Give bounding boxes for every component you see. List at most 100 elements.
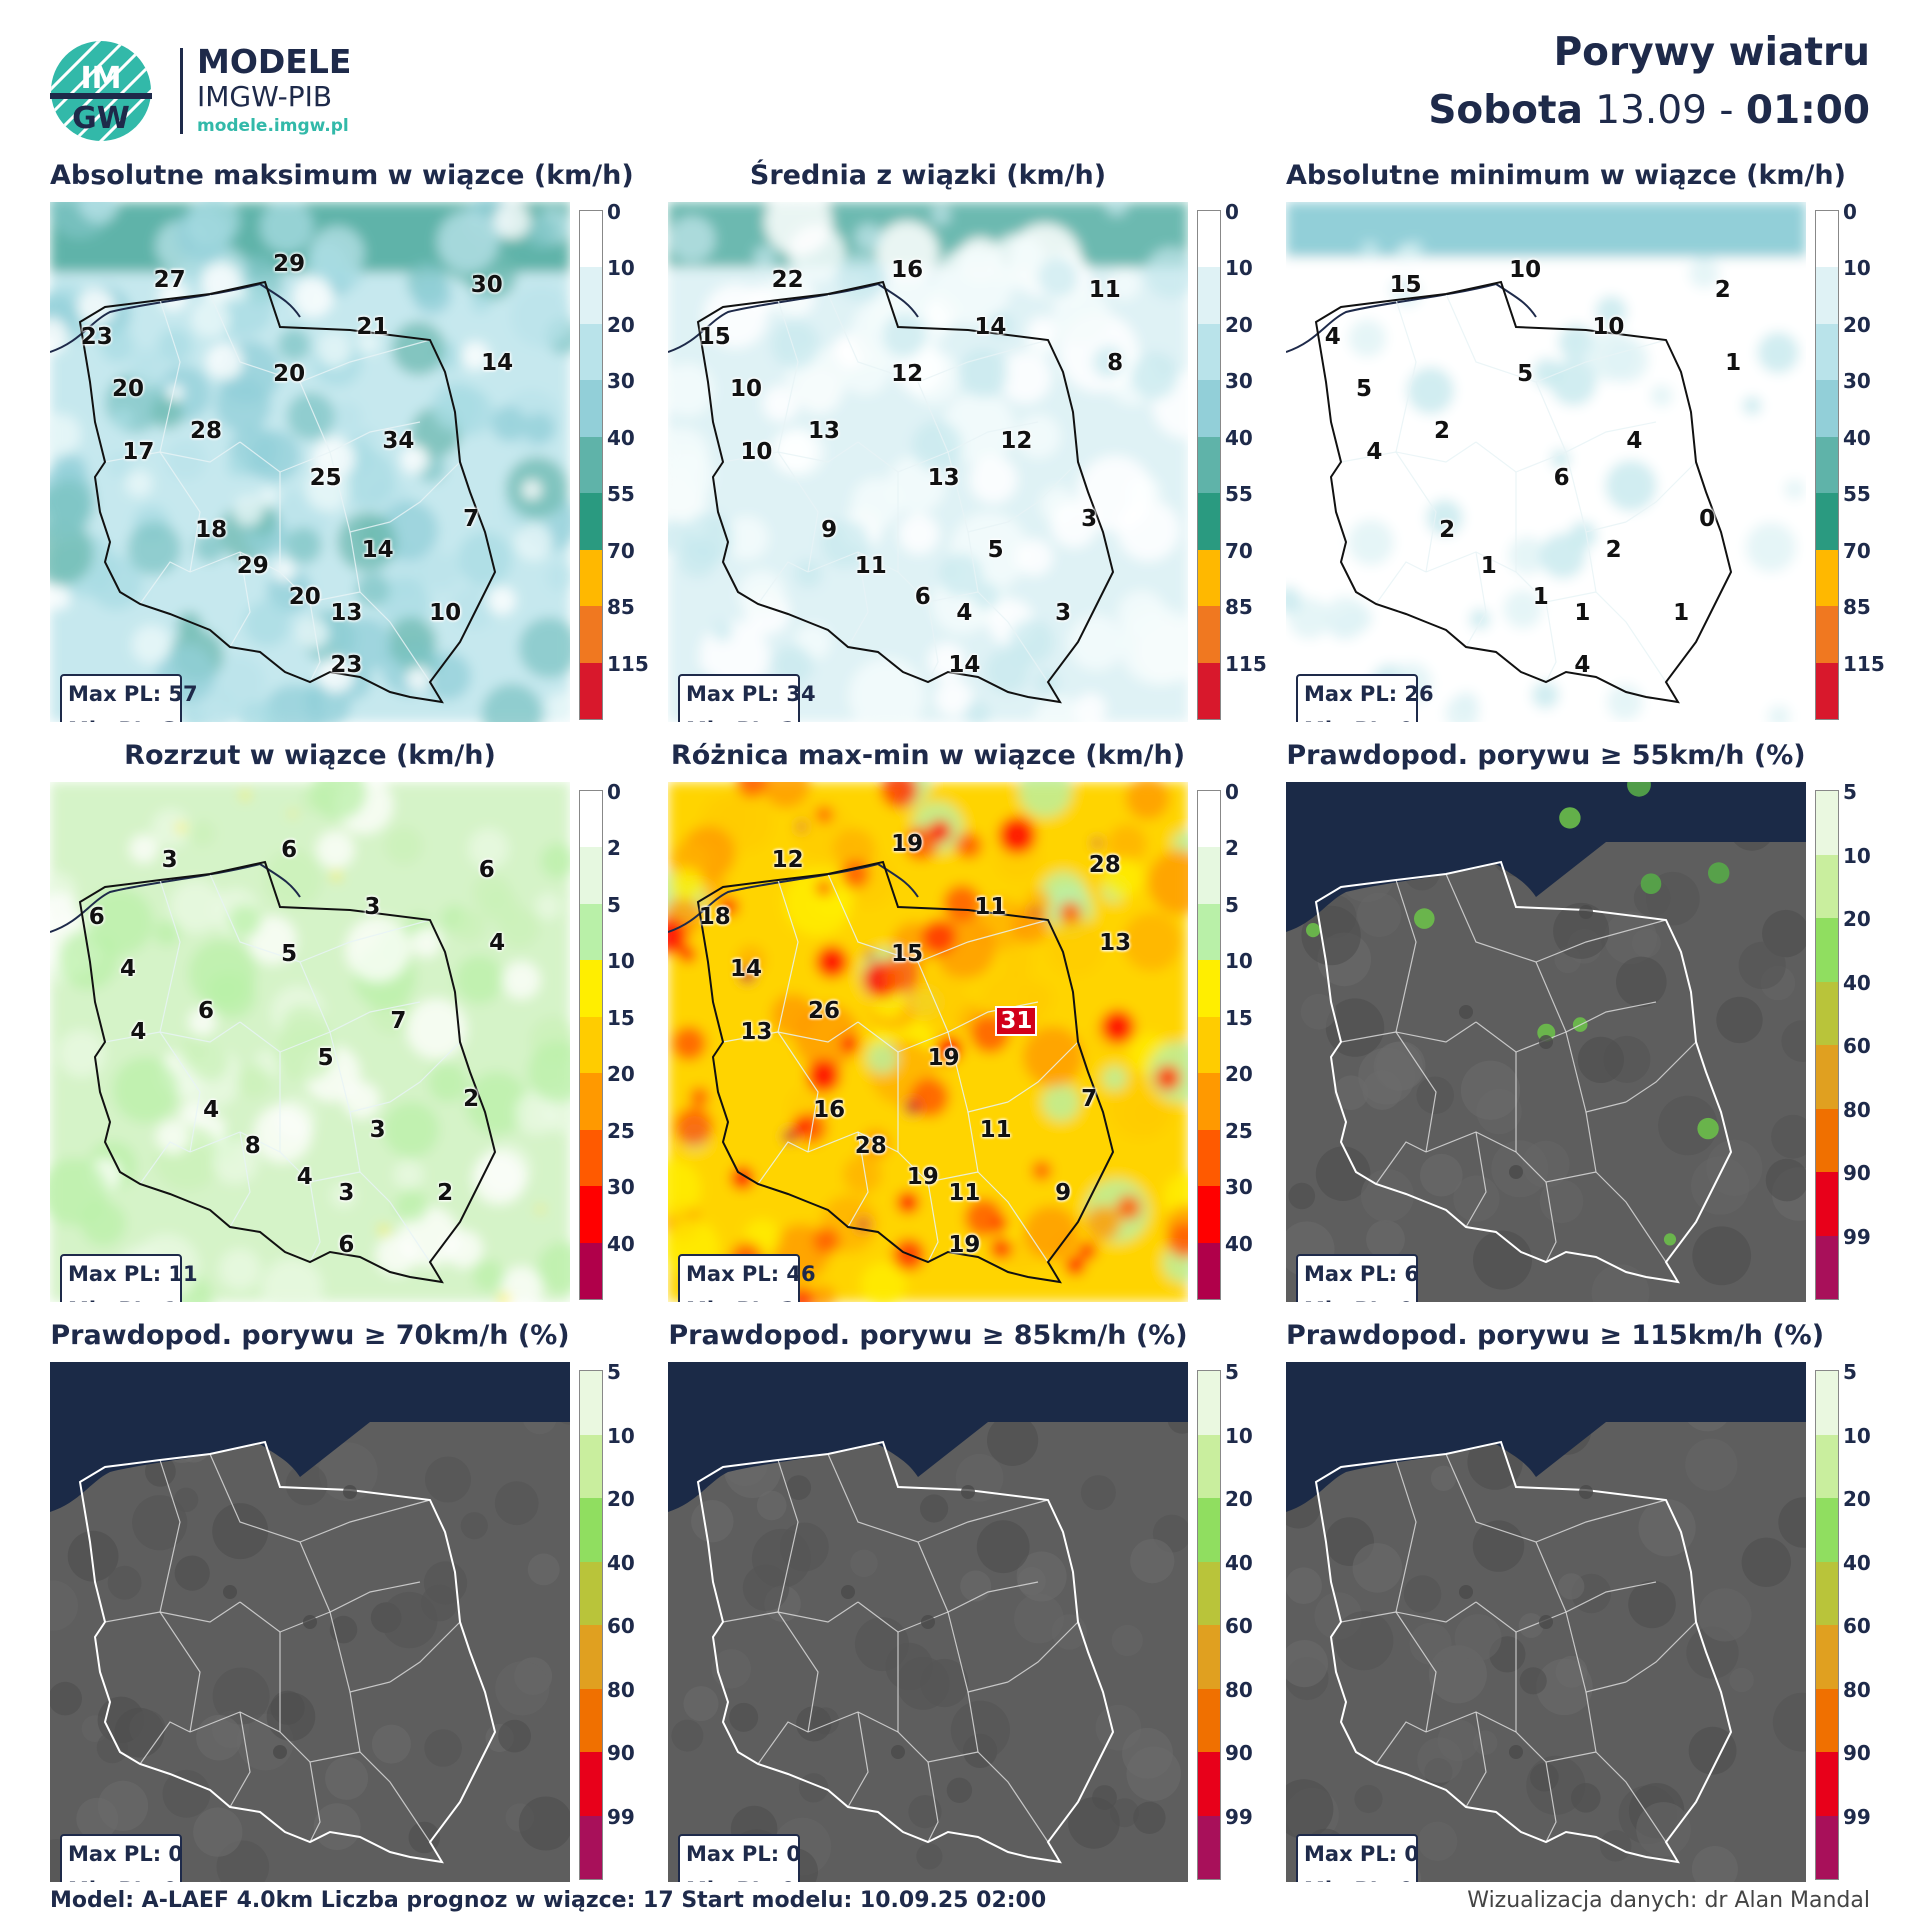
- colorbar-tick: 20: [1843, 907, 1871, 931]
- colorbar-tick: 10: [607, 1423, 635, 1448]
- colorbar-segment: [580, 1625, 602, 1689]
- colorbar-segment: [580, 1016, 602, 1074]
- sea-area: [668, 1362, 1188, 1512]
- panel-title: Rozrzut w wiązce (km/h): [124, 740, 496, 771]
- value-label: 10: [1592, 313, 1625, 340]
- colorbar-tick: 30: [1843, 369, 1871, 394]
- colorbar-tick: 99: [1843, 1224, 1871, 1249]
- value-label: 11: [854, 553, 887, 579]
- colorbar-tick: 10: [607, 256, 635, 281]
- poland-border: [696, 280, 1115, 704]
- value-label: 28: [854, 1133, 887, 1159]
- colorbar-segment: [1198, 1688, 1220, 1752]
- value-label: 13: [1099, 930, 1132, 957]
- panel-title: Prawdopod. porywu ≥ 70km/h (%): [50, 1320, 570, 1351]
- colorbar-segment: [580, 1242, 602, 1299]
- colorbar-tick: 10: [1225, 256, 1253, 281]
- colorbar-segment: [1816, 323, 1838, 381]
- colorbar-segment: [1198, 903, 1220, 961]
- value-label: 6: [478, 857, 495, 884]
- poland-border: [1314, 1440, 1733, 1864]
- max-value: Max PL: 0: [68, 1842, 184, 1866]
- value-label: 4: [1366, 438, 1383, 465]
- colorbar-segment: [1198, 662, 1220, 719]
- stats-box: Max PL: 11 Min PL: 1: [60, 1254, 198, 1302]
- colorbar-segment: [580, 606, 602, 663]
- colorbar-tick: 55: [1843, 482, 1871, 507]
- value-label: 6: [281, 836, 298, 863]
- value-label: 10: [740, 438, 773, 465]
- logo-url-link[interactable]: modele.imgw.pl: [197, 116, 349, 136]
- map-panel: Rozrzut w wiązce (km/h) 3 6 6 6 3 4 4 5 6 7 4 5 2 4 3 8 4…: [50, 740, 640, 1302]
- min-value: Min PL: 0: [1298, 1292, 1416, 1302]
- value-label: 12: [1000, 428, 1033, 455]
- colorbar-tick: 40: [1225, 1550, 1253, 1575]
- colorbar-segment: [1198, 1242, 1220, 1299]
- colorbar-tick: 20: [1843, 312, 1871, 337]
- colorbar-tick: 85: [1225, 595, 1253, 620]
- colorbar-segment: [580, 436, 602, 494]
- colorbar-tick: 5: [1843, 780, 1857, 804]
- poland-border: [696, 860, 1115, 1284]
- value-label: 5: [1355, 376, 1373, 403]
- value-label: 4: [1324, 324, 1341, 351]
- value-label: 12: [771, 847, 804, 873]
- colorbar-segment: [1198, 1434, 1220, 1498]
- colorbar-tick: 60: [1225, 1614, 1253, 1638]
- map-svg: [50, 782, 570, 1302]
- colorbar-tick: 25: [1225, 1118, 1253, 1143]
- value-label: 7: [390, 1008, 407, 1035]
- max-value: Max PL: 57: [68, 682, 198, 706]
- value-label: 13: [740, 1018, 773, 1045]
- colorbar-segment: [1816, 1172, 1838, 1236]
- colorbar-tick: 5: [607, 1360, 621, 1384]
- stats-box: Max PL: 26 Min PL: 0: [1296, 674, 1434, 722]
- colorbar-segment: [1816, 1045, 1838, 1109]
- colorbar-segment: [1198, 1129, 1220, 1187]
- value-label: 22: [771, 267, 804, 293]
- map-svg: [1286, 202, 1806, 722]
- value-label: 6: [197, 997, 215, 1024]
- poland-border: [1314, 860, 1733, 1284]
- min-value: Min PL: 3: [62, 712, 180, 722]
- value-label: 28: [189, 417, 223, 444]
- panel-title: Prawdopod. porywu ≥ 85km/h (%): [668, 1320, 1188, 1351]
- colorbar-tick: 70: [607, 538, 635, 563]
- colorbar-segment: [580, 1371, 602, 1435]
- value-label: 14: [974, 313, 1007, 340]
- value-label: 3: [1055, 599, 1072, 626]
- map-panel: Różnica max-min w wiązce (km/h) 12 19 28 18 1…: [668, 740, 1258, 1302]
- min-value: Min PL: 0: [62, 1872, 180, 1882]
- colorbar-segment: [580, 1561, 602, 1625]
- poland-border: [78, 1440, 497, 1864]
- panel-title: Średnia z wiązki (km/h): [749, 160, 1107, 191]
- colorbar-tick: 20: [607, 1487, 635, 1511]
- map-panel: Prawdopod. porywu ≥ 55km/h (%)Max PL: 6M…: [1286, 740, 1876, 1302]
- poland-border: [78, 280, 497, 704]
- panel-title: Absolutne maksimum w wiązce (km/h): [50, 160, 634, 191]
- value-label: 6: [88, 904, 105, 931]
- value-label: 10: [1509, 256, 1542, 283]
- value-label: 20: [111, 376, 145, 403]
- value-label: 4: [119, 956, 137, 983]
- colorbar-segment: [1816, 1752, 1838, 1816]
- colorbar-segment: [1816, 606, 1838, 663]
- value-label: 2: [1433, 417, 1451, 444]
- poland-border: [78, 860, 497, 1284]
- value-label: 1: [1725, 350, 1742, 377]
- value-label: 14: [361, 537, 394, 564]
- stats-box: Max PL: 0 Min PL: 0: [1296, 1834, 1419, 1882]
- colorbar-segment: [580, 1129, 602, 1187]
- map-svg: [1286, 782, 1806, 1302]
- value-label: 14: [948, 651, 981, 678]
- value-label: 15: [891, 940, 924, 967]
- map-panel: Absolutne maksimum w wiązce (km/h) 27 29 30…: [50, 160, 649, 722]
- colorbar-tick: 20: [1225, 1487, 1253, 1511]
- value-label: 8: [244, 1133, 261, 1159]
- colorbar-tick: 20: [1225, 312, 1253, 337]
- max-value: Max PL: 34: [686, 682, 816, 706]
- colorbar-tick: 10: [1843, 843, 1871, 868]
- value-label: 15: [1389, 272, 1422, 299]
- colorbar-segment: [1816, 1371, 1838, 1435]
